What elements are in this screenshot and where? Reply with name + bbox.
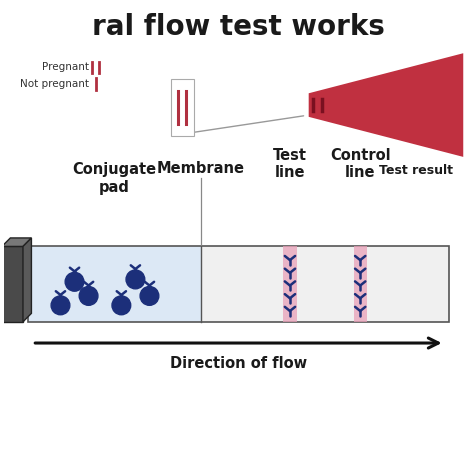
Polygon shape: [2, 238, 31, 246]
Bar: [354, 246, 367, 322]
Bar: [27, 246, 201, 322]
Circle shape: [65, 273, 84, 291]
Circle shape: [112, 296, 131, 315]
Circle shape: [140, 286, 159, 305]
Circle shape: [51, 296, 70, 315]
Text: Direction of flow: Direction of flow: [170, 356, 307, 371]
Polygon shape: [23, 238, 31, 322]
Text: Pregnant: Pregnant: [42, 63, 89, 73]
Bar: [201, 246, 449, 322]
Text: Conjugate
pad: Conjugate pad: [72, 162, 156, 195]
Text: Not pregnant: Not pregnant: [19, 79, 89, 89]
Text: Test result: Test result: [379, 164, 454, 177]
Circle shape: [79, 286, 98, 305]
Circle shape: [126, 270, 145, 289]
Bar: [171, 79, 194, 136]
Text: Membrane: Membrane: [157, 161, 245, 176]
Bar: [2, 246, 23, 322]
Polygon shape: [309, 53, 463, 157]
Bar: [283, 246, 297, 322]
Text: Control
line: Control line: [330, 148, 391, 181]
Text: Test
line: Test line: [273, 148, 307, 181]
Bar: [27, 246, 449, 322]
Text: ral flow test works: ral flow test works: [92, 13, 385, 41]
